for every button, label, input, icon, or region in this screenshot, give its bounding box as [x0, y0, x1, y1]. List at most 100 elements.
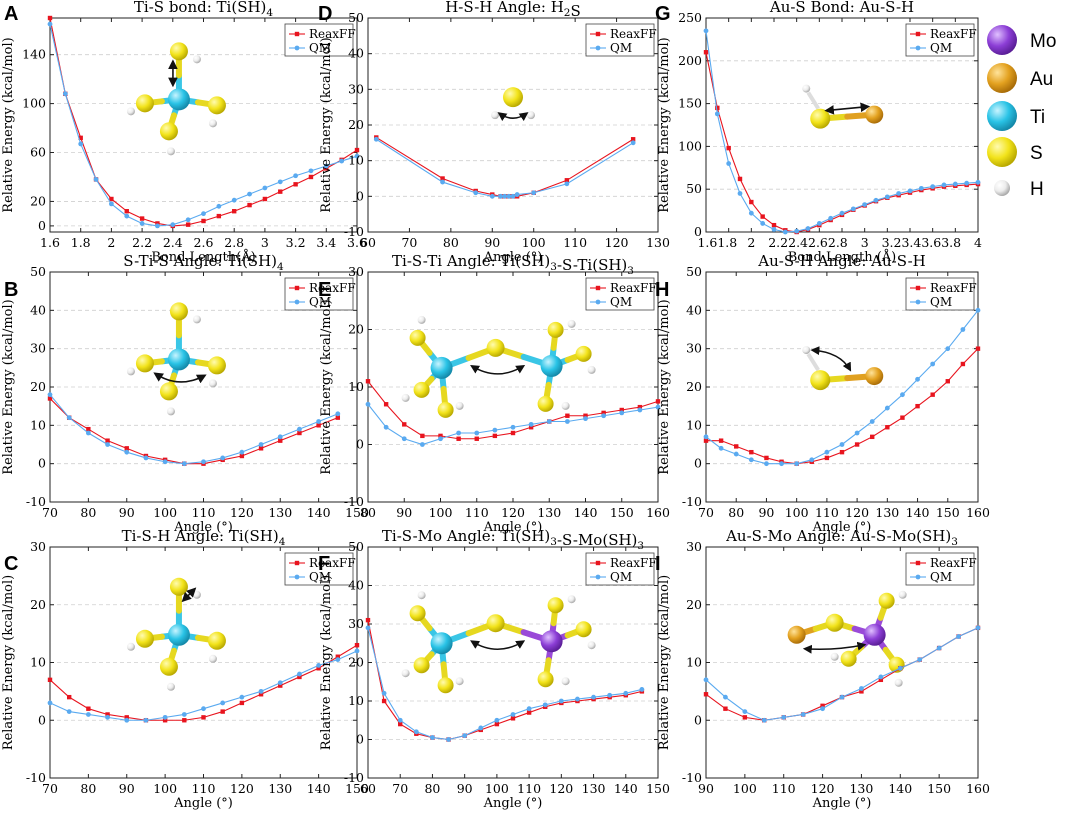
h-atom — [192, 55, 201, 64]
y-tick-label: 10 — [348, 379, 364, 394]
data-point — [630, 140, 636, 146]
data-point — [258, 688, 264, 694]
x-tick-label: 160 — [646, 505, 670, 520]
h-atom — [126, 107, 135, 116]
x-tick-label: 150 — [936, 505, 960, 520]
legend-label: QM — [610, 41, 632, 55]
data-point — [308, 174, 314, 180]
au-atom — [787, 625, 806, 644]
data-point — [761, 717, 767, 723]
h-atom — [587, 365, 596, 374]
element-label: H — [1030, 179, 1044, 200]
x-tick-label: 160 — [966, 505, 990, 520]
ti-atom — [430, 356, 453, 379]
y-axis-label: Relative Energy (kcal/mol) — [319, 299, 334, 474]
panel-title: Ti-S bond: Ti(SH)4 — [134, 0, 274, 19]
data-point — [760, 214, 765, 219]
legend-box — [905, 277, 975, 311]
h-atom — [491, 111, 499, 120]
y-tick-label: 0 — [356, 188, 364, 203]
data-point — [155, 223, 160, 229]
title-part: S — [570, 2, 580, 20]
series-reaxff — [703, 50, 981, 235]
y-tick-label: 140 — [22, 47, 46, 62]
legend-label: ReaxFF — [930, 281, 977, 295]
x-tick-label: 130 — [537, 505, 561, 520]
data-point — [297, 426, 302, 432]
data-point — [293, 173, 298, 179]
s-atom — [486, 338, 505, 357]
data-point — [170, 222, 176, 228]
x-tick-label: 1.6 — [40, 235, 60, 250]
x-tick-label: 110 — [465, 505, 489, 520]
x-tick-label: 120 — [549, 781, 573, 796]
y-tick-label: 0 — [38, 218, 46, 233]
data-point — [637, 407, 643, 413]
x-tick-label: 150 — [927, 781, 951, 796]
data-point — [601, 410, 606, 416]
h-atom — [587, 641, 596, 650]
legend-label: QM — [309, 570, 331, 584]
data-point — [446, 737, 451, 742]
x-tick-label: 140 — [614, 781, 638, 796]
molecule-illustration — [787, 590, 907, 687]
legend-marker — [915, 299, 921, 305]
x-axis-label: Angle (°) — [483, 796, 543, 811]
data-point — [531, 190, 537, 196]
data-point — [247, 202, 252, 208]
y-tick-label: 0 — [38, 712, 46, 727]
y-tick-label: 10 — [30, 417, 46, 432]
ti-atom — [167, 88, 190, 111]
y-tick-label: 30 — [30, 539, 46, 554]
s-atom — [159, 122, 178, 141]
data-point — [794, 228, 800, 234]
y-tick-label: 20 — [30, 193, 46, 208]
data-point — [781, 714, 787, 720]
data-point — [86, 706, 91, 711]
x-axis-label: Bond Length (Å) — [788, 249, 897, 265]
legend-marker — [294, 31, 300, 37]
x-tick-label: 130 — [582, 781, 606, 796]
legend-label: QM — [610, 570, 632, 584]
data-point — [703, 677, 709, 683]
h-atom — [455, 677, 464, 686]
data-point — [878, 674, 884, 680]
s-atom — [825, 613, 844, 632]
panel-f: FTi-S-Mo Angle: Ti(SH)3-S-Mo(SH)360 70 80 9… — [318, 527, 670, 811]
s-atom — [169, 577, 188, 596]
data-point — [805, 226, 811, 231]
legend-label: ReaxFF — [930, 27, 977, 41]
x-tick-label: 130 — [268, 505, 292, 520]
legend-marker — [915, 45, 921, 51]
h-atom — [401, 393, 410, 402]
y-tick-label: 0 — [356, 437, 364, 452]
panel-h: HAu-S-H Angle: Au-S-H70 80 90 100 110 120 130 1… — [655, 252, 990, 535]
data-point — [143, 717, 149, 723]
data-point — [474, 436, 479, 441]
s-atom — [135, 354, 154, 373]
title-part: 3 — [627, 265, 634, 277]
legend-marker — [294, 45, 300, 51]
s-atom — [547, 321, 564, 338]
x-tick-label: 90 — [457, 781, 473, 796]
legend-label: ReaxFF — [930, 556, 977, 570]
data-point — [897, 665, 903, 671]
data-point — [900, 392, 905, 398]
data-point — [960, 361, 966, 367]
x-tick-label: 110 — [772, 781, 796, 796]
y-tick-label: 40 — [348, 578, 364, 593]
y-tick-label: 30 — [30, 341, 46, 356]
data-point — [66, 709, 72, 714]
molecule-illustration — [126, 577, 226, 691]
ti-atom — [167, 623, 190, 646]
series-qm — [703, 28, 981, 235]
data-point — [440, 176, 445, 181]
y-tick-label: 30 — [348, 616, 364, 631]
s-legend-atom — [987, 137, 1017, 167]
h-atom — [455, 401, 464, 410]
data-point — [220, 709, 225, 714]
x-tick-label: 90 — [119, 505, 135, 520]
legend-marker — [595, 299, 601, 305]
